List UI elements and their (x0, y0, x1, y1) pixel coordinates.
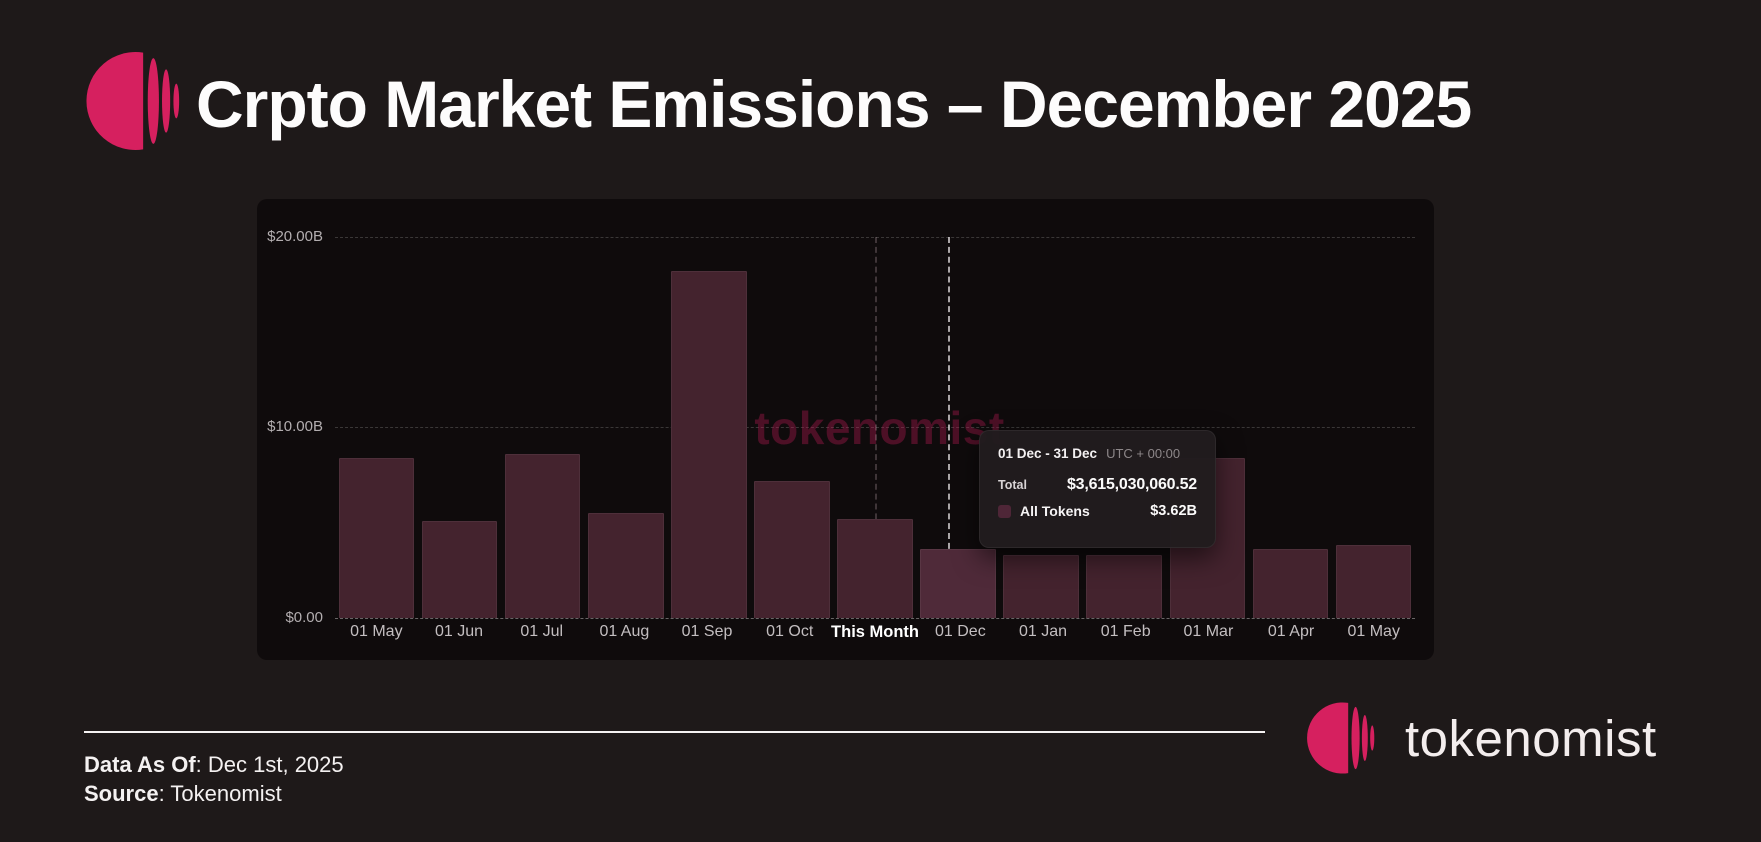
bar-5-01-oct[interactable] (754, 480, 830, 618)
x-label-01-oct: 01 Oct (766, 623, 814, 640)
bar-9-01-feb[interactable] (1086, 555, 1163, 618)
gridline-20b (335, 237, 1415, 238)
data-as-of-value: : Dec 1st, 2025 (195, 752, 344, 777)
x-label-01-apr: 01 Apr (1267, 623, 1315, 640)
bar-0-01-may[interactable] (338, 457, 415, 618)
source-value: : Tokenomist (158, 781, 282, 806)
bar-4-01-sep[interactable] (671, 271, 747, 618)
brand-wordmark: tokenomist (1405, 709, 1657, 767)
data-as-of-line: Data As Of: Dec 1st, 2025 (84, 752, 344, 778)
x-label-this-month: This Month (831, 623, 920, 641)
footer-divider (84, 731, 1265, 733)
bar-slot-01-oct (750, 237, 833, 618)
chart-panel: $20.00B $10.00B $0.00 tokenomist 01 May 0… (257, 199, 1434, 660)
bar-series (335, 237, 1415, 618)
x-label-01-jul: 01 Jul (520, 623, 564, 640)
tooltip-date-range: 01 Dec - 31 Dec (998, 446, 1098, 461)
bar-7-01-dec[interactable] (920, 549, 996, 618)
x-label-01-aug: 01 Aug (599, 623, 650, 640)
bar-slot-01-aug (584, 237, 667, 618)
y-tick-0: $0.00 (285, 609, 323, 626)
current-month-marker-line (875, 237, 877, 618)
x-label-01-may: 01 May (350, 623, 403, 640)
bar-3-01-aug[interactable] (587, 513, 664, 618)
tooltip-series-value: $3.62B (1150, 503, 1197, 519)
source-line: Source: Tokenomist (84, 781, 282, 807)
x-axis-line (335, 618, 1415, 619)
gridline-10b (335, 427, 1415, 428)
chart-tooltip: 01 Dec - 31 Dec UTC + 00:00 Total $3,615… (979, 430, 1216, 548)
tooltip-total-label: Total (998, 478, 1027, 492)
bar-6-this-month[interactable] (837, 518, 913, 618)
y-tick-10b: $10.00B (267, 418, 323, 435)
bar-slot-01-apr (1249, 237, 1332, 618)
y-tick-20b: $20.00B (267, 228, 323, 245)
page-title: Crpto Market Emissions – December 2025 (196, 67, 1472, 141)
tooltip-total-value: $3,615,030,060.52 (1066, 476, 1197, 493)
tokenomist-logo-icon (86, 52, 180, 150)
hover-crosshair-line (948, 237, 951, 618)
bar-2-01-jul[interactable] (504, 454, 581, 618)
x-label-01-may: 01 May (1347, 623, 1400, 640)
bar-slot-01-mar (1166, 237, 1249, 618)
tooltip-series-label: All Tokens (1020, 503, 1090, 519)
x-axis-labels: 01 May 01 Jun 01 Jul 01 Aug 01 Sep 01 Oct This… (335, 623, 1415, 642)
data-as-of-label: Data As Of (84, 752, 196, 777)
bar-8-01-jan[interactable] (1003, 555, 1079, 618)
x-label-01-sep: 01 Sep (681, 623, 733, 640)
x-label-01-mar: 01 Mar (1183, 623, 1234, 640)
bar-12-01-may[interactable] (1335, 544, 1412, 618)
source-label: Source (84, 781, 159, 806)
x-label-01-jun: 01 Jun (434, 623, 484, 640)
tokenomist-footer-logo-icon (1307, 702, 1375, 774)
bar-1-01-jun[interactable] (421, 520, 498, 618)
x-label-01-feb: 01 Feb (1100, 623, 1151, 640)
x-label-01-jan: 01 Jan (1019, 623, 1068, 640)
tooltip-timezone: UTC + 00:00 (1106, 446, 1181, 461)
bar-slot-01-sep (667, 237, 750, 618)
tooltip-series-swatch (998, 504, 1011, 518)
bar-slot-this-month (833, 237, 916, 618)
footer-brand: tokenomist (1306, 700, 1657, 776)
x-label-01-dec: 01 Dec (935, 623, 986, 640)
bar-slot-01-may (1332, 237, 1415, 618)
bar-slot-01-jul (501, 237, 584, 618)
bar-slot-01-feb (1083, 237, 1166, 618)
bar-slot-01-jun (418, 237, 501, 618)
bar-slot-01-may (335, 237, 418, 618)
bar-slot-01-jan (1000, 237, 1083, 618)
bar-11-01-apr[interactable] (1252, 549, 1329, 618)
bar-slot-01-dec (917, 237, 1000, 618)
